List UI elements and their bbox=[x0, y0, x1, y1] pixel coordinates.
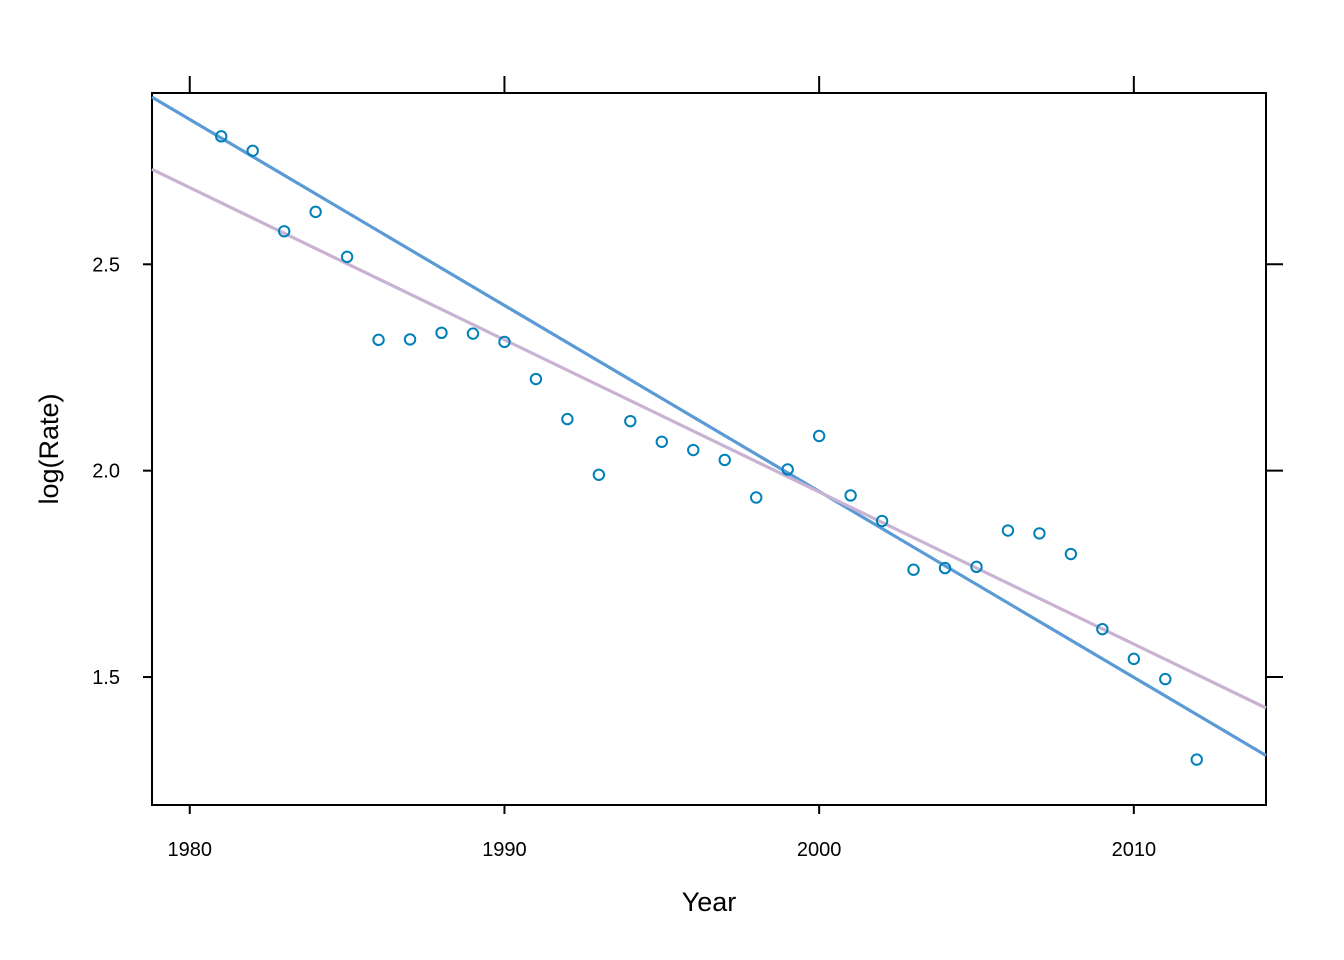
data-point bbox=[435, 326, 448, 340]
y-tick-label: 2.0 bbox=[92, 461, 120, 483]
x-tick-label: 2000 bbox=[797, 839, 842, 861]
plot-panel bbox=[151, 92, 1267, 806]
data-point bbox=[1190, 753, 1203, 766]
data-point bbox=[687, 443, 700, 457]
data-point bbox=[907, 563, 920, 576]
fit-line-1 bbox=[151, 95, 1267, 757]
data-point bbox=[1159, 672, 1172, 686]
data-point bbox=[655, 435, 668, 448]
data-point bbox=[812, 429, 826, 443]
data-point bbox=[403, 333, 417, 346]
y-axis-ticks: 1.5 2.0 2.5 bbox=[92, 254, 1283, 689]
data-point bbox=[340, 250, 354, 264]
y-tick-label: 2.5 bbox=[92, 254, 120, 276]
y-tick-label: 1.5 bbox=[92, 667, 120, 689]
x-tick-label: 1980 bbox=[168, 839, 213, 861]
data-point bbox=[1096, 622, 1109, 636]
data-point bbox=[970, 560, 983, 574]
data-point bbox=[246, 144, 259, 157]
fit-lines bbox=[151, 95, 1267, 757]
data-point bbox=[1064, 547, 1078, 561]
data-point bbox=[592, 468, 606, 481]
data-point bbox=[1127, 652, 1141, 666]
data-point bbox=[938, 561, 952, 575]
data-point bbox=[844, 489, 857, 502]
data-point bbox=[215, 130, 228, 143]
data-point bbox=[718, 453, 731, 467]
data-point bbox=[750, 491, 763, 504]
x-tick-label: 1990 bbox=[482, 839, 527, 861]
y-axis-title: log(Rate) bbox=[34, 393, 64, 504]
data-point bbox=[372, 333, 385, 347]
data-point bbox=[875, 514, 889, 528]
data-point bbox=[781, 463, 794, 476]
data-point bbox=[1033, 527, 1046, 540]
data-point bbox=[1001, 524, 1015, 537]
data-points bbox=[215, 130, 1203, 766]
data-point bbox=[466, 327, 480, 340]
fit-line-2 bbox=[151, 167, 1267, 710]
data-point bbox=[529, 372, 543, 386]
data-point bbox=[498, 335, 511, 349]
data-point bbox=[561, 412, 574, 426]
data-point bbox=[624, 414, 637, 428]
x-axis-ticks: 1980 1990 2000 2010 bbox=[168, 76, 1157, 861]
x-tick-label: 2010 bbox=[1112, 839, 1157, 861]
data-point bbox=[277, 225, 291, 238]
data-point bbox=[309, 205, 322, 219]
x-axis-title: Year bbox=[682, 887, 737, 917]
